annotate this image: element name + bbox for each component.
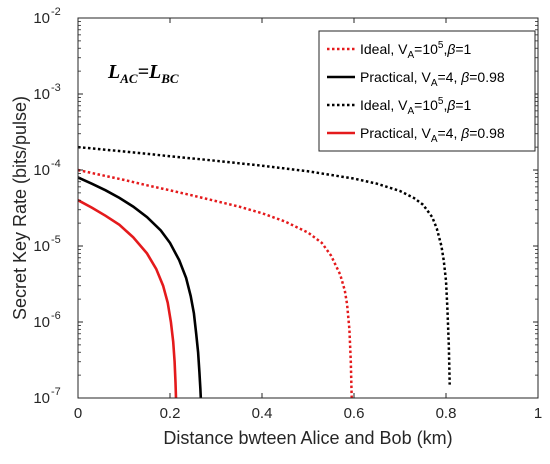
y-tick-exponent: -7 xyxy=(51,386,61,398)
legend-box xyxy=(318,30,536,152)
legend-label-2: Practical, VA=4, β=0.98 xyxy=(360,69,505,89)
annotation: LAC=LBC xyxy=(107,61,179,86)
y-tick-label: 10 xyxy=(33,238,50,255)
y-tick-exponent: -6 xyxy=(51,310,61,322)
legend-label-1: Ideal, VA=105,β=1 xyxy=(360,40,472,61)
x-tick-label: 0 xyxy=(74,405,82,422)
legend-label-3: Ideal, VA=105,β=1 xyxy=(360,96,472,117)
series-layer xyxy=(77,145,451,399)
y-tick-label: 10 xyxy=(33,10,50,27)
legend-label-4: Practical, VA=4, β=0.98 xyxy=(360,125,505,145)
series-line-1 xyxy=(77,168,353,399)
y-tick-label: 10 xyxy=(33,162,50,179)
y-tick-exponent: -5 xyxy=(51,234,61,246)
y-tick-exponent: -3 xyxy=(51,82,61,94)
legend: Ideal, VA=105,β=1 Practical, VA=4, β=0.98… xyxy=(318,30,536,152)
series-line-2 xyxy=(77,176,203,399)
annotation-text: LAC=LBC xyxy=(107,61,179,86)
x-tick-label: 1 xyxy=(534,405,542,422)
x-tick-label: 0.8 xyxy=(436,405,457,422)
ticks-layer: 0 0.2 0.4 0.6 0.8 110-710-610-510-410-310-2 xyxy=(33,6,542,422)
y-tick-exponent: -4 xyxy=(51,158,61,170)
series-line-4 xyxy=(77,199,178,399)
y-tick-label: 10 xyxy=(33,314,50,331)
x-tick-label: 0.6 xyxy=(344,405,365,422)
plot-frame xyxy=(77,17,539,399)
x-tick-label: 0.4 xyxy=(252,405,273,422)
y-axis-label: Secret Key Rate (bits/pulse) xyxy=(10,96,30,320)
y-tick-exponent: -2 xyxy=(51,6,61,18)
y-tick-label: 10 xyxy=(33,86,50,103)
x-axis-label: Distance bwteen Alice and Bob (km) xyxy=(163,428,452,448)
y-tick-label: 10 xyxy=(33,390,50,407)
series-line-3 xyxy=(77,145,451,385)
x-tick-label: 0.2 xyxy=(160,405,181,422)
